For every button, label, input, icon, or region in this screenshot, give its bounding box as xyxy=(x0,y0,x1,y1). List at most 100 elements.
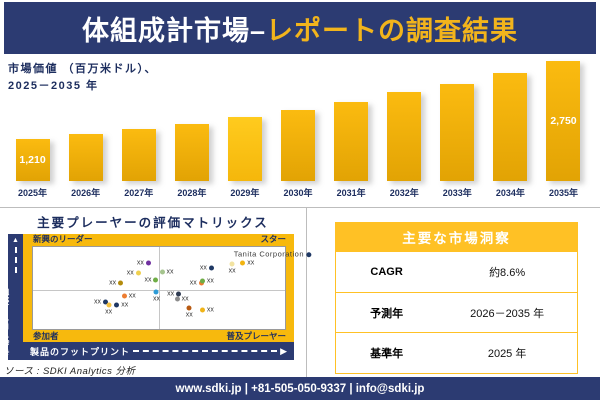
bar-value-label: 1,210 xyxy=(19,154,46,166)
matrix-point: xx xyxy=(199,306,214,314)
x-axis-tick-label: 2035年 xyxy=(548,188,578,198)
scatter-point-label: xx xyxy=(109,279,117,287)
x-axis-tick-label: 2034年 xyxy=(495,188,525,198)
scatter-point-label: xx xyxy=(228,267,236,275)
matrix-point: xx xyxy=(174,295,189,303)
vertical-divider xyxy=(306,207,307,377)
y-axis-label: 市場シェア・順位 xyxy=(0,288,10,356)
x-axis-tick-label: 2025年 xyxy=(18,188,48,198)
scatter-dot xyxy=(106,302,112,307)
x-axis-tick-label: 2030年 xyxy=(283,188,313,198)
matrix-point: xx xyxy=(114,302,128,309)
bar-value-label: 2,750 xyxy=(550,115,577,127)
bar-2035年: 2,750 xyxy=(546,61,581,181)
bar-2033年 xyxy=(440,84,475,181)
scatter-dot xyxy=(153,277,159,283)
title-report-results: レポートの調査結果 xyxy=(266,15,519,46)
matrix-point: xx xyxy=(144,276,159,284)
insight-value: 2025 年 xyxy=(487,348,527,361)
insight-row: 基準年 2025 年 xyxy=(336,332,577,373)
chart-title: 市場価値 （百万米ドル）、 2025－2035 年 xyxy=(8,61,157,94)
bar-column: 2031年 xyxy=(325,58,378,199)
matrix-point: xx xyxy=(127,270,141,277)
scatter-dot xyxy=(174,296,180,302)
chart-title-line2: 2025－2035 年 xyxy=(8,79,99,92)
bar-2030年 xyxy=(281,110,316,181)
scatter-point-label: xx xyxy=(144,276,152,284)
right-arrow-icon: ▶ xyxy=(280,345,287,356)
matrix-point: xx xyxy=(186,305,193,318)
bar-column: 2028年 xyxy=(165,58,218,199)
matrix-midline-horizontal xyxy=(33,289,285,291)
matrix-point: xx xyxy=(105,302,112,315)
bar-column: 2027年 xyxy=(112,58,165,199)
scatter-dot xyxy=(240,260,246,266)
scatter-point-label: xx xyxy=(152,295,160,303)
matrix-point: xx xyxy=(94,298,109,306)
matrix-point: Tanita Corporation xyxy=(234,251,312,259)
bar-column: 2034年 xyxy=(484,58,537,199)
scatter-point-label: xx xyxy=(199,264,207,271)
quadrant-label-stars: スター xyxy=(260,234,286,244)
matrix-point: xx xyxy=(137,259,151,266)
scatter-point-label: xx xyxy=(206,306,214,314)
matrix-midline-vertical xyxy=(159,247,160,329)
scatter-dot xyxy=(103,299,109,305)
matrix-plot-area: xx xx xx xx xx xx xx xx xx Tanita Corporation xx xx… xyxy=(32,246,312,330)
scatter-point-label: xx xyxy=(136,259,144,267)
scatter-dot xyxy=(135,270,141,276)
scatter-point-label: xx xyxy=(181,295,189,303)
quadrant-label-emerging-leaders: 新興のリーダー xyxy=(33,234,93,244)
matrix-panel: 新興のリーダー スター 参加者 普及プレーヤー xx xx xx xx xx xx xx xx… xyxy=(23,234,312,342)
scatter-point-label: xx xyxy=(94,298,102,306)
matrix-point: xx xyxy=(167,290,182,298)
title-market-name: 体組成計市場– xyxy=(81,15,267,46)
matrix-title: 主要プレーヤーの評価マトリックス xyxy=(37,216,269,230)
scatter-dot xyxy=(145,260,151,266)
x-axis-tick-label: 2027年 xyxy=(124,188,154,198)
scatter-dot xyxy=(208,265,214,270)
bar-column: 2032年 xyxy=(378,58,431,199)
scatter-point-label: xx xyxy=(128,292,136,300)
scatter-point-label: xx xyxy=(166,268,174,276)
bar-2025年: 1,210 xyxy=(15,139,50,181)
insight-row: 予測年 2026－2035 年 xyxy=(336,291,577,333)
insight-label: 基準年 xyxy=(370,348,404,361)
scatter-point-label: xx xyxy=(206,277,214,285)
quadrant-label-participants: 参加者 xyxy=(33,331,59,341)
scatter-dot xyxy=(159,269,165,275)
bar-column: 2026年 xyxy=(59,58,112,199)
x-axis-tick-label: 2028年 xyxy=(177,188,207,198)
bar-2032年 xyxy=(387,92,422,181)
matrix-point: xx xyxy=(121,292,136,300)
matrix-point: xx xyxy=(240,260,254,267)
scatter-point-label: xx xyxy=(121,301,129,309)
bar-column: 1,210 2025年 xyxy=(6,58,59,199)
bar-2031年 xyxy=(334,102,369,181)
up-arrow-icon: ▲ xyxy=(12,237,19,244)
insight-label: CAGR xyxy=(370,265,403,278)
bar-column: 2033年 xyxy=(431,58,484,199)
scatter-dot xyxy=(186,305,192,311)
quadrant-label-pervasive-players: 普及プレーヤー xyxy=(226,331,286,341)
bar-column: 2030年 xyxy=(271,58,324,199)
scatter-point-label: xx xyxy=(167,290,175,298)
insight-row: CAGR 約8.6% xyxy=(336,252,577,292)
matrix-point: xx xyxy=(109,279,124,287)
scatter-point-label: xx xyxy=(189,279,197,287)
scatter-point-label: xx xyxy=(247,259,255,267)
scatter-dot xyxy=(114,302,120,308)
scatter-dot xyxy=(118,280,124,286)
bar-chart: 1,210 2025年 2026年 2027年 2028年 2029年 2030年 2031年… xyxy=(6,58,590,199)
insight-label: 予測年 xyxy=(370,307,404,320)
bar-2028年 xyxy=(174,124,209,181)
scatter-dot xyxy=(176,291,182,297)
matrix-y-axis: ▲ 市場シェア・順位 xyxy=(1,234,23,360)
scatter-dot xyxy=(199,278,205,284)
source-note: ソース : SDKI Analytics 分析 xyxy=(4,366,136,377)
x-axis-tick-label: 2032年 xyxy=(389,188,419,198)
x-axis-tick-label: 2029年 xyxy=(230,188,260,198)
scatter-dot xyxy=(229,261,235,267)
y-axis-dashed-line xyxy=(14,247,17,273)
